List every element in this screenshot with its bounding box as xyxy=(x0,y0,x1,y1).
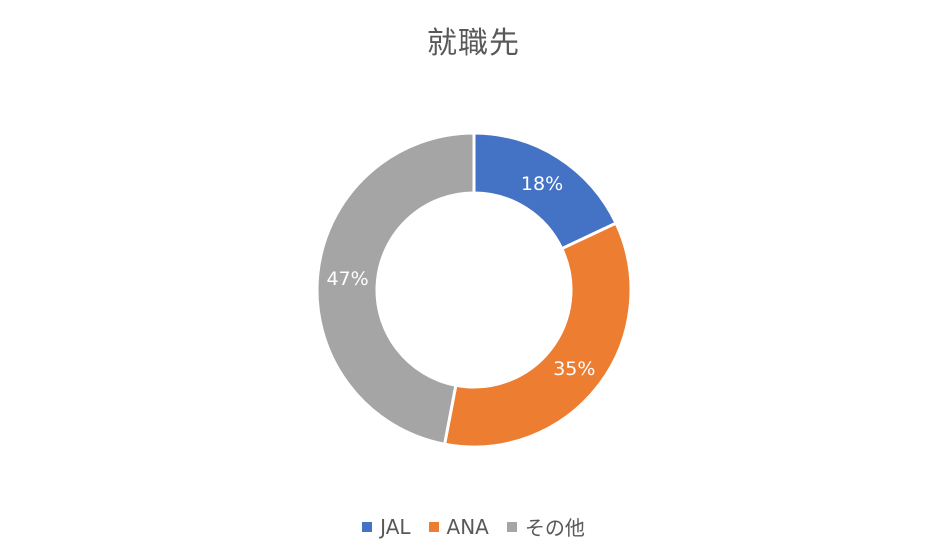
data-label-jal: 18% xyxy=(521,173,563,195)
legend-label-ana: ANA xyxy=(446,514,489,539)
legend-item-other: その他 xyxy=(506,512,585,541)
data-label-other: 47% xyxy=(326,268,368,290)
chart-title: 就職先 xyxy=(427,26,520,61)
legend-swatch-jal xyxy=(362,521,373,532)
legend-swatch-ana xyxy=(428,521,439,532)
donut-slice-ana xyxy=(442,221,633,449)
legend-item-ana: ANA xyxy=(428,514,489,539)
data-label-ana: 35% xyxy=(553,358,595,380)
legend-swatch-other xyxy=(506,521,517,532)
legend-label-other: その他 xyxy=(524,516,585,540)
donut-slice-other xyxy=(315,131,476,446)
legend: JAL ANA その他 xyxy=(0,512,947,541)
legend-item-jal: JAL xyxy=(362,514,411,539)
legend-label-jal: JAL xyxy=(380,514,411,539)
